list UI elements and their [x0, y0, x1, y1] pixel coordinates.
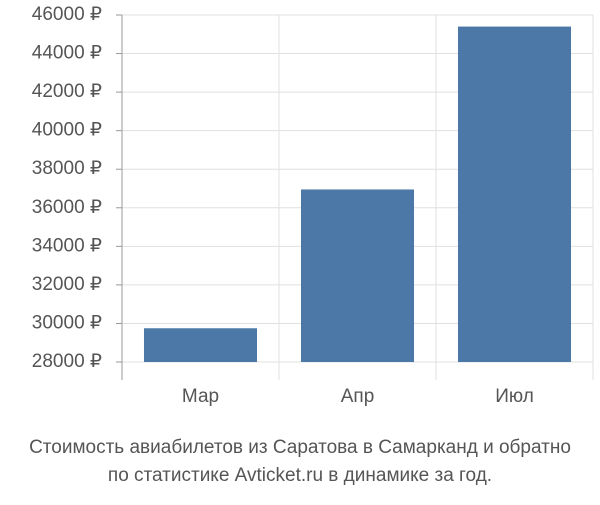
y-tick-label: 44000 ₽ — [32, 43, 102, 64]
x-tick-label: Мар — [182, 386, 219, 407]
bar — [300, 189, 415, 362]
bar — [143, 328, 258, 362]
chart-title-line: по статистике Avticket.ru в динамике за … — [108, 465, 492, 486]
y-tick-label: 38000 ₽ — [32, 158, 102, 179]
x-tick-label: Июл — [495, 386, 534, 407]
bar — [457, 26, 572, 363]
y-tick-label: 42000 ₽ — [32, 81, 102, 102]
y-tick-label: 46000 ₽ — [32, 4, 102, 25]
y-tick-label: 40000 ₽ — [32, 120, 102, 141]
y-tick-label: 28000 ₽ — [32, 351, 102, 372]
y-tick-label: 36000 ₽ — [32, 197, 102, 218]
x-tick-label: Апр — [341, 386, 375, 407]
y-tick-label: 32000 ₽ — [32, 274, 102, 295]
y-tick-label: 30000 ₽ — [32, 312, 102, 333]
y-tick-label: 34000 ₽ — [32, 235, 102, 256]
chart-title-line: Стоимость авиабилетов из Саратова в Сама… — [29, 437, 571, 458]
